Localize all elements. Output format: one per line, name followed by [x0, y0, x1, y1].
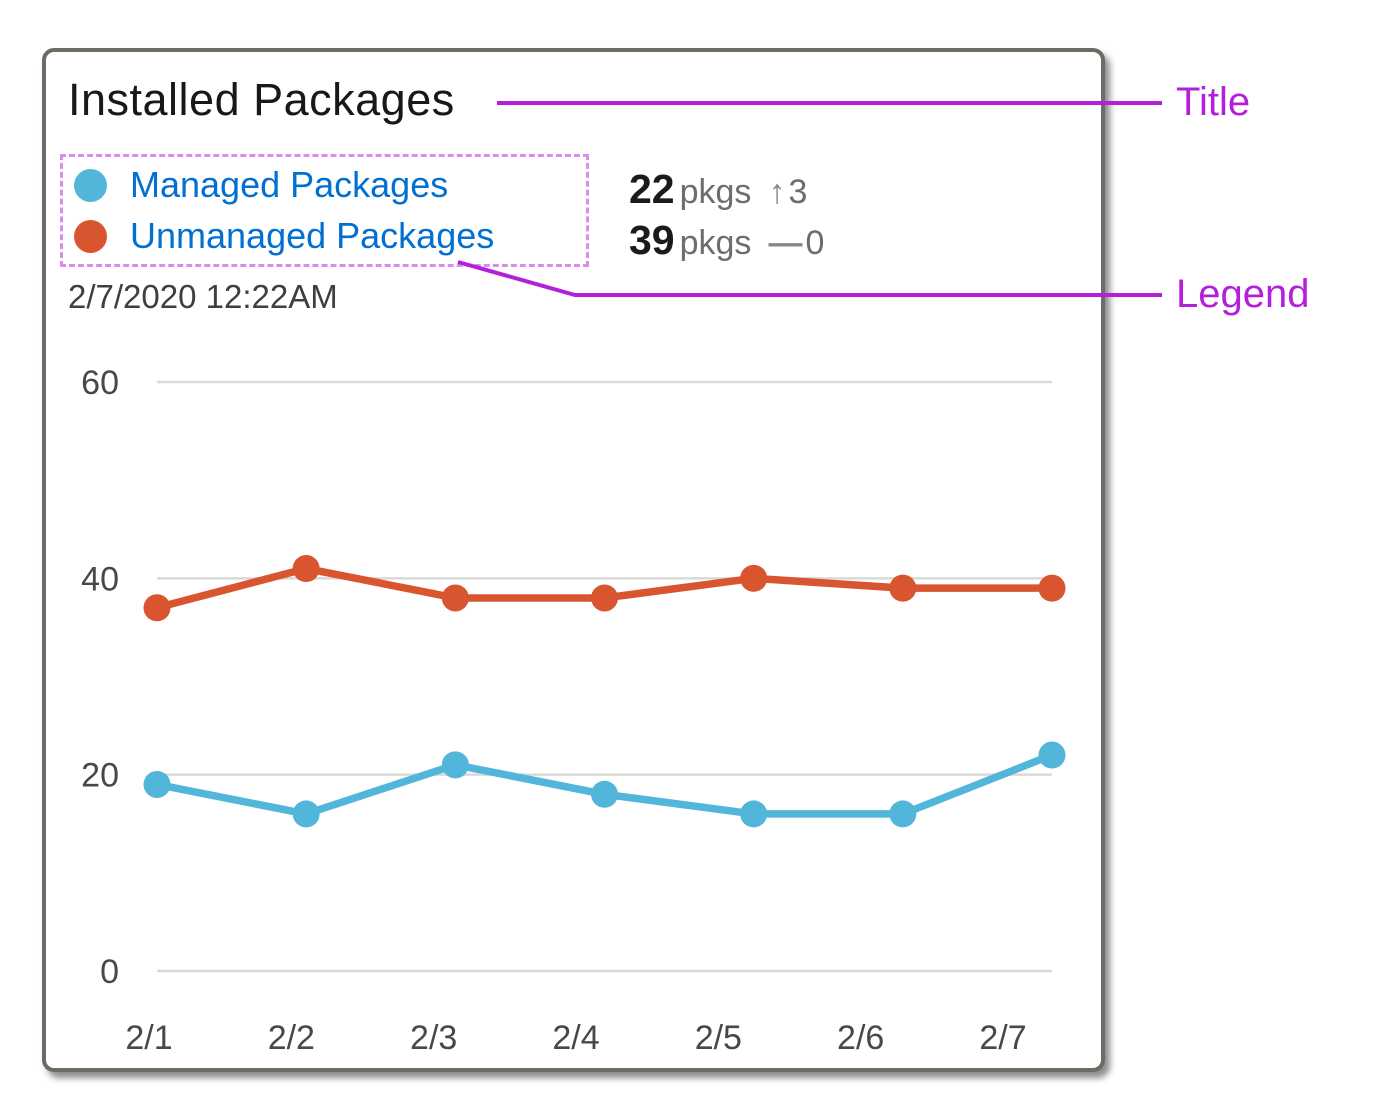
- x-axis-tick-label: 2/4: [552, 1019, 599, 1057]
- metric-delta: 0: [805, 224, 825, 262]
- chart-legend: Managed Packages Unmanaged Packages: [60, 154, 589, 267]
- legend-item-managed[interactable]: Managed Packages: [74, 164, 576, 205]
- metric-delta: 3: [788, 173, 808, 211]
- x-axis-tick-label: 2/1: [125, 1019, 172, 1057]
- chart-timestamp: 2/7/2020 12:22AM: [68, 278, 338, 315]
- x-axis-tick-label: 2/2: [268, 1019, 315, 1057]
- managed-metric-row: 22 pkgs ↑ 3: [629, 166, 824, 212]
- unmanaged-series-dot-icon: [74, 219, 107, 253]
- y-axis-tick-label: 40: [81, 560, 119, 598]
- data-point[interactable]: [143, 770, 171, 798]
- data-point[interactable]: [1038, 741, 1066, 769]
- y-axis-tick-label: 20: [81, 757, 119, 795]
- installed-packages-card: Installed Packages Managed Packages Unma…: [42, 48, 1105, 1072]
- metric-value: 39: [629, 217, 675, 263]
- x-axis-tick-label: 2/3: [410, 1019, 457, 1057]
- metric-unit: pkgs: [679, 173, 752, 211]
- managed-series-dot-icon: [74, 168, 107, 202]
- data-point[interactable]: [292, 800, 320, 828]
- legend-item-unmanaged[interactable]: Unmanaged Packages: [74, 215, 576, 256]
- data-point[interactable]: [591, 584, 618, 612]
- trend-line-chart: 0 20 40 60 2/1 2/2 2/3 2/4 2/5 2/6 2/7: [46, 352, 1101, 1068]
- y-axis-tick-label: 0: [100, 953, 119, 991]
- data-point[interactable]: [591, 780, 618, 808]
- dash-no-change-icon: —: [768, 224, 803, 262]
- data-point[interactable]: [441, 584, 469, 612]
- x-axis-tick-label: 2/6: [837, 1019, 884, 1057]
- x-axis-tick-label: 2/5: [695, 1019, 742, 1057]
- y-axis-tick-label: 60: [81, 364, 119, 402]
- chart-canvas: 0 20 40 60 2/1 2/2 2/3 2/4 2/5 2/6 2/7: [81, 364, 1066, 1057]
- data-point[interactable]: [1038, 574, 1066, 602]
- arrow-up-icon: ↑: [768, 173, 786, 211]
- data-point[interactable]: [292, 555, 320, 583]
- legend-item-label[interactable]: Unmanaged Packages: [130, 215, 495, 256]
- metric-unit: pkgs: [679, 224, 752, 262]
- data-point[interactable]: [740, 800, 768, 828]
- data-point[interactable]: [441, 751, 469, 779]
- x-axis-tick-label: 2/7: [979, 1019, 1026, 1057]
- annotation-legend-label: Legend: [1176, 272, 1310, 316]
- data-point[interactable]: [740, 564, 768, 592]
- unmanaged-metric-row: 39 pkgs — 0: [629, 217, 824, 263]
- data-point[interactable]: [889, 574, 917, 602]
- annotation-title-label: Title: [1176, 80, 1251, 124]
- metric-value: 22: [629, 166, 675, 212]
- legend-item-label[interactable]: Managed Packages: [130, 164, 449, 205]
- data-point[interactable]: [889, 800, 917, 828]
- card-title: Installed Packages: [68, 74, 455, 125]
- data-point[interactable]: [143, 594, 171, 622]
- metric-values: 22 pkgs ↑ 3 39 pkgs — 0: [629, 157, 824, 263]
